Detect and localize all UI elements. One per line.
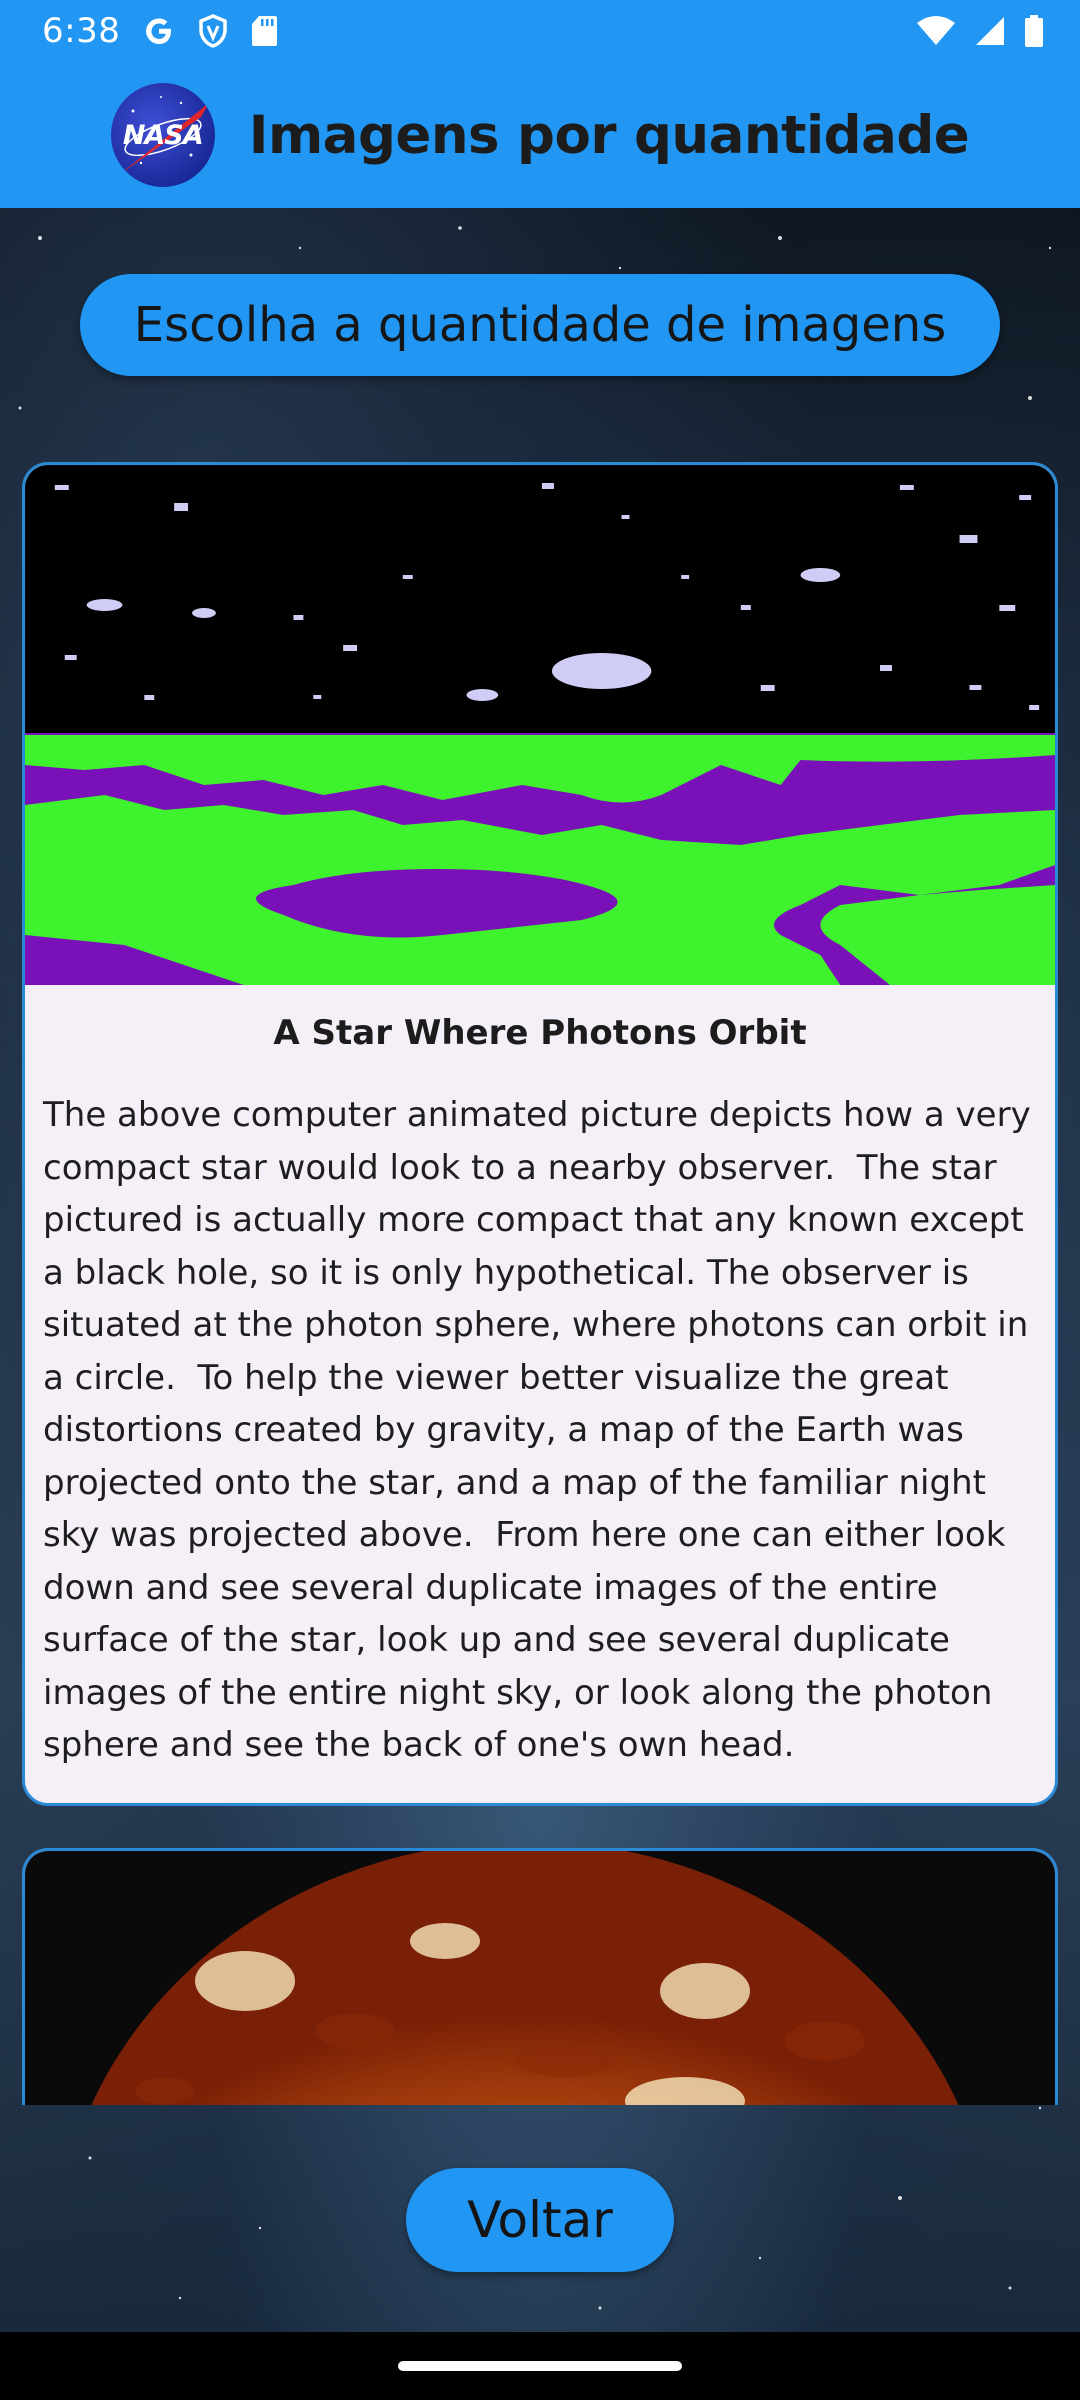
page-title: Imagens por quantidade: [248, 104, 970, 166]
card-image: [25, 465, 1055, 985]
nasa-logo: NASA: [110, 83, 215, 187]
sd-card-icon: [250, 14, 278, 48]
image-card[interactable]: [22, 1848, 1058, 2105]
wifi-icon: [916, 15, 956, 47]
image-card[interactable]: A Star Where Photons Orbit The above com…: [22, 462, 1058, 1806]
status-left: 6:38: [42, 11, 278, 51]
app-bar: NASA Imagens por quantidade: [0, 62, 1080, 208]
google-icon: [142, 14, 176, 48]
choose-quantity-button[interactable]: Escolha a quantidade de imagens: [80, 274, 1000, 376]
card-description: The above computer animated picture depi…: [43, 1095, 1042, 1765]
status-time: 6:38: [42, 11, 121, 51]
gesture-handle[interactable]: [398, 2361, 682, 2371]
signal-icon: [974, 15, 1006, 47]
card-image: [25, 1851, 1055, 2105]
card-title: A Star Where Photons Orbit: [273, 1013, 807, 1053]
status-bar: 6:38: [0, 0, 1080, 62]
battery-icon: [1024, 14, 1044, 48]
status-right: [916, 14, 1044, 48]
nasa-logo-text: NASA: [122, 119, 204, 151]
image-list[interactable]: A Star Where Photons Orbit The above com…: [0, 440, 1080, 2105]
shield-icon: [198, 14, 228, 48]
back-button[interactable]: Voltar: [406, 2168, 674, 2272]
